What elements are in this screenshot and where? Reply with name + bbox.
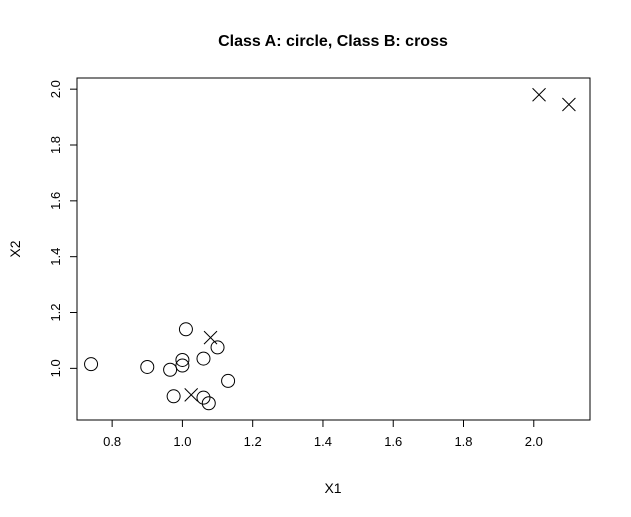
x-tick-label: 0.8 [103,434,121,449]
x-axis: 0.8 1.0 1.2 1.4 1.6 1.8 2.0 [103,420,543,449]
circle-point [140,359,155,374]
cross-point [203,330,218,345]
cross-point [184,388,199,402]
y-tick-label: 1.8 [48,136,63,154]
y-tick-label: 1.4 [48,248,63,266]
circle-point [175,358,190,373]
data-points [84,87,576,411]
y-tick-label: 1.6 [48,192,63,210]
y-tick-label: 1.0 [48,359,63,377]
x-tick-label: 2.0 [525,434,543,449]
x-tick-label: 1.6 [384,434,402,449]
x-axis-label: X1 [324,480,341,496]
cross-point [562,97,576,112]
y-tick-label: 1.2 [48,303,63,321]
circle-point [178,322,193,337]
y-axis: 1.0 1.2 1.4 1.6 1.8 2.0 [48,80,77,377]
plot-frame [76,77,591,421]
circle-point [221,373,236,388]
circle-point [210,340,225,355]
x-tick-label: 1.4 [314,434,332,449]
x-tick-label: 1.8 [454,434,472,449]
circle-point [196,390,211,405]
chart-title: Class A: circle, Class B: cross [218,33,448,50]
y-axis-label: X2 [7,240,23,257]
circle-point [84,357,99,372]
circle-point [196,351,211,366]
x-tick-label: 1.2 [244,434,262,449]
x-tick-label: 1.0 [173,434,191,449]
circle-point [201,396,216,411]
circle-point [166,389,181,404]
y-tick-label: 2.0 [48,80,63,98]
cross-point [532,87,546,102]
circle-point [175,352,190,367]
circle-point [163,362,178,377]
